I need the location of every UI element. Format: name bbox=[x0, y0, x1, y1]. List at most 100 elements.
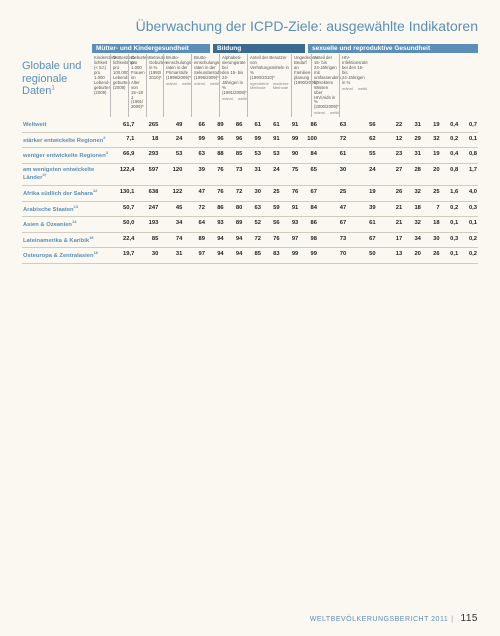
data-cell: 67 bbox=[318, 217, 347, 233]
data-cell: 22,4 bbox=[111, 232, 135, 248]
column-header: Geburtenpro 1.000Frauen imAlter von15–19… bbox=[128, 54, 146, 117]
data-cell: 50,0 bbox=[111, 217, 135, 233]
data-cell: 91 bbox=[281, 119, 300, 132]
data-cell: 32 bbox=[403, 185, 422, 201]
data-cell: 96 bbox=[225, 132, 244, 148]
header-education: Bildung bbox=[213, 44, 305, 53]
table-row: Arabische Staaten1350,724745728680635991… bbox=[22, 201, 478, 217]
data-cell: 0,1 bbox=[459, 217, 478, 233]
data-cell: 25 bbox=[318, 185, 347, 201]
data-cell: 96 bbox=[206, 132, 225, 148]
page-footer: WELTBEVÖLKERUNGSBERICHT 2011|115 bbox=[310, 613, 478, 624]
data-cell: 86 bbox=[206, 201, 225, 217]
data-cell: 7,1 bbox=[111, 132, 135, 148]
row-label: Osteuropa & Zentralasien16 bbox=[22, 248, 111, 264]
data-cell: 25 bbox=[422, 185, 441, 201]
data-cell: 32 bbox=[403, 217, 422, 233]
data-cell: 120 bbox=[159, 163, 183, 185]
data-cell: 86 bbox=[299, 119, 318, 132]
data-cell: 28 bbox=[403, 163, 422, 185]
data-cell: 74 bbox=[159, 232, 183, 248]
data-cell: 19 bbox=[422, 148, 441, 164]
data-cell: 17 bbox=[377, 232, 404, 248]
data-cell: 30 bbox=[135, 248, 159, 264]
data-cell: 34 bbox=[403, 232, 422, 248]
data-cell: 0,2 bbox=[441, 132, 460, 148]
table-row: stärker entwickelte Regionen27,118249996… bbox=[22, 132, 478, 148]
data-cell: 31 bbox=[243, 163, 262, 185]
data-cell: 85 bbox=[243, 248, 262, 264]
table-row: am wenigsten entwickelte Länder4†122,459… bbox=[22, 163, 478, 185]
data-cell: 85 bbox=[135, 232, 159, 248]
data-cell: 13 bbox=[377, 248, 404, 264]
data-cell: 1,6 bbox=[441, 185, 460, 201]
data-cell: 86 bbox=[299, 217, 318, 233]
data-cell: 99 bbox=[183, 132, 206, 148]
data-cell: 0,7 bbox=[459, 119, 478, 132]
data-cell: 0,2 bbox=[459, 232, 478, 248]
data-cell: 98 bbox=[299, 232, 318, 248]
data-cell: 99 bbox=[243, 132, 262, 148]
data-cell: 31 bbox=[159, 248, 183, 264]
data-cell: 0,1 bbox=[441, 217, 460, 233]
data-cell: 61 bbox=[347, 217, 376, 233]
data-cell: 73 bbox=[318, 232, 347, 248]
data-cell: 64 bbox=[183, 217, 206, 233]
data-cell: 72 bbox=[318, 132, 347, 148]
data-cell: 21 bbox=[377, 201, 404, 217]
column-header: Alphabeti-sierungsrate beiden 15- bis 24… bbox=[219, 54, 247, 117]
data-cell: 32 bbox=[422, 132, 441, 148]
data-cell: 84 bbox=[299, 201, 318, 217]
table-row: Lateinamerika & Karibik1522,485748994947… bbox=[22, 232, 478, 248]
row-label: weniger entwickelte Regionen3 bbox=[22, 148, 111, 164]
data-cell: 0,3 bbox=[459, 201, 478, 217]
data-cell: 65 bbox=[299, 163, 318, 185]
data-cell: 19 bbox=[347, 185, 376, 201]
data-cell: 88 bbox=[206, 148, 225, 164]
column-header: Müttersterb-lichkeitsratepro 100.000Lebe… bbox=[110, 54, 128, 117]
column-headers: Kindersterb-lichkeit(< 5J.) pro1.000Lebe… bbox=[92, 54, 478, 117]
data-cell: 94 bbox=[206, 232, 225, 248]
page-title: Überwachung der ICPD-Ziele: ausgewählte … bbox=[22, 18, 478, 34]
data-cell: 86 bbox=[225, 119, 244, 132]
data-cell: 72 bbox=[225, 185, 244, 201]
section-header-row: Mütter- und Kindergesundheit Bildung sex… bbox=[22, 44, 478, 53]
data-cell: 24 bbox=[347, 163, 376, 185]
data-cell: 50 bbox=[347, 248, 376, 264]
data-cell: 50,7 bbox=[111, 201, 135, 217]
data-cell: 76 bbox=[206, 185, 225, 201]
data-cell: 89 bbox=[206, 119, 225, 132]
table-row: Weltweit61,72654966898661619186635622311… bbox=[22, 119, 478, 132]
column-header: HIV-Infektionsratebei den 15- bis24-Jähr… bbox=[339, 54, 367, 117]
data-cell: 0,1 bbox=[459, 132, 478, 148]
data-cell: 1,7 bbox=[459, 163, 478, 185]
data-cell: 94 bbox=[225, 232, 244, 248]
data-cell: 72 bbox=[183, 201, 206, 217]
data-cell: 26 bbox=[422, 248, 441, 264]
data-cell: 47 bbox=[183, 185, 206, 201]
data-cell: 85 bbox=[225, 148, 244, 164]
data-cell: 55 bbox=[347, 148, 376, 164]
data-cell: 97 bbox=[281, 232, 300, 248]
data-cell: 193 bbox=[135, 217, 159, 233]
data-cell: 4,0 bbox=[459, 185, 478, 201]
row-label: Lateinamerika & Karibik15 bbox=[22, 232, 111, 248]
data-cell: 597 bbox=[135, 163, 159, 185]
data-cell: 22 bbox=[377, 119, 404, 132]
data-cell: 97 bbox=[183, 248, 206, 264]
data-cell: 30 bbox=[318, 163, 347, 185]
data-cell: 122 bbox=[159, 185, 183, 201]
data-cell: 76 bbox=[281, 185, 300, 201]
data-cell: 122,4 bbox=[111, 163, 135, 185]
data-cell: 56 bbox=[347, 119, 376, 132]
data-cell: 31 bbox=[403, 119, 422, 132]
data-cell: 0,2 bbox=[459, 248, 478, 264]
column-header: Brutto-einschulungs-raten in derSekundar… bbox=[191, 54, 219, 117]
data-cell: 76 bbox=[206, 163, 225, 185]
column-header: Kindersterb-lichkeit(< 5J.) pro1.000Lebe… bbox=[92, 54, 110, 117]
data-cell: 66 bbox=[183, 119, 206, 132]
data-cell: 45 bbox=[159, 201, 183, 217]
data-cell: 53 bbox=[262, 148, 281, 164]
row-label: stärker entwickelte Regionen2 bbox=[22, 132, 111, 148]
data-cell: 52 bbox=[243, 217, 262, 233]
